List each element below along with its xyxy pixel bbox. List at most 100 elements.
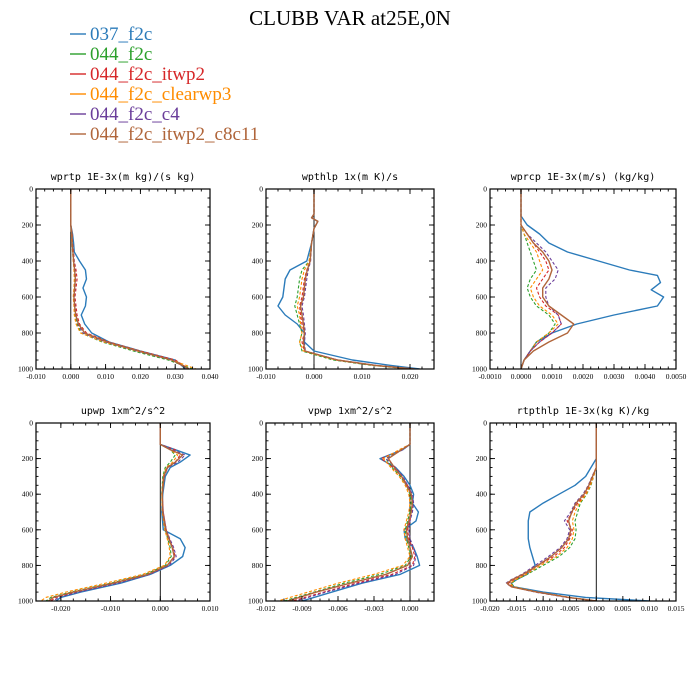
series-line	[70, 189, 187, 369]
series-group	[40, 423, 191, 601]
legend-entry: 044_f2c_clearwp3	[70, 84, 231, 105]
y-tick-label: 600	[22, 525, 34, 534]
y-tick-label: 200	[252, 454, 264, 463]
series-group	[70, 189, 197, 369]
y-tick-label: 0	[483, 419, 487, 428]
panel: vpwp 1xm^2/s^2 -0.012 -0.009 -0.006 -0.003 0.…	[248, 406, 435, 613]
y-tick-label: 200	[476, 454, 488, 463]
y-tick-label: 400	[476, 490, 488, 499]
y-tick-label: 800	[476, 561, 488, 570]
x-tick-label: 0.000	[402, 604, 419, 613]
y-tick-label: 1000	[18, 365, 33, 374]
x-tick-label: 0.020	[132, 372, 149, 381]
series-line	[277, 423, 411, 601]
y-tick-label: 0	[259, 185, 263, 194]
y-tick-label: 800	[22, 329, 34, 338]
y-tick-label: 600	[252, 293, 264, 302]
x-tick-label: 0.0050	[666, 372, 687, 381]
legend-label: 044_f2c	[90, 44, 152, 65]
x-tick-label: -0.020	[51, 604, 71, 613]
series-line	[40, 423, 179, 601]
panel-title: wprtp 1E-3x(m kg)/(s kg)	[51, 172, 196, 183]
x-tick-label: 0.010	[641, 604, 658, 613]
series-line	[70, 189, 197, 369]
legend-label: 044_f2c_itwp2_c8c11	[90, 124, 259, 145]
series-line	[301, 189, 415, 369]
series-line	[70, 189, 193, 369]
y-tick-label: 600	[476, 525, 488, 534]
legend-entry: 044_f2c	[70, 44, 152, 65]
series-line	[287, 423, 414, 601]
x-tick-label: 0.000	[588, 604, 605, 613]
series-line	[520, 189, 562, 369]
panel-title: upwp 1xm^2/s^2	[81, 406, 165, 417]
x-tick-label: -0.010	[256, 372, 276, 381]
x-tick-label: 0.000	[62, 372, 79, 381]
x-tick-label: -0.009	[292, 604, 312, 613]
x-tick-label: 0.010	[97, 372, 114, 381]
axis-frame	[35, 188, 211, 370]
panel-title: vpwp 1xm^2/s^2	[308, 406, 392, 417]
panel-title: rtpthlp 1E-3x(kg K)/kg	[517, 406, 649, 417]
x-tick-label: -0.0010	[478, 372, 501, 381]
axis-frame	[489, 188, 677, 370]
series-line	[292, 423, 416, 601]
x-tick-label: 0.000	[152, 604, 169, 613]
series-line	[45, 423, 176, 601]
y-tick-label: 800	[476, 329, 488, 338]
series-line	[520, 189, 575, 369]
panel-title: wpthlp 1x(m K)/s	[302, 172, 398, 183]
x-tick-label: 0.0000	[511, 372, 532, 381]
legend-entry: 044_f2c_c4	[70, 104, 180, 125]
x-tick-label: -0.010	[101, 604, 121, 613]
y-tick-label: 200	[476, 221, 488, 230]
y-tick-label: 600	[476, 293, 488, 302]
legend-label: 044_f2c_itwp2	[90, 64, 205, 85]
series-line	[510, 423, 650, 601]
x-tick-label: 0.015	[668, 604, 685, 613]
axis-frame	[489, 422, 677, 602]
y-tick-label: 400	[476, 257, 488, 266]
series-group	[277, 423, 421, 601]
x-tick-label: 0.010	[354, 372, 371, 381]
x-tick-label: -0.006	[328, 604, 348, 613]
x-tick-label: -0.020	[480, 604, 500, 613]
figure-title: CLUBB VAR at25E,0N	[249, 6, 451, 30]
series-line	[296, 189, 413, 369]
series-line	[509, 423, 597, 601]
legend-label: 037_f2c	[90, 24, 152, 45]
panels: wprtp 1E-3x(m kg)/(s kg) -0.010 0.000 0.010…	[18, 172, 687, 613]
y-tick-label: 1000	[18, 597, 33, 606]
y-tick-label: 0	[259, 419, 263, 428]
y-tick-label: 400	[22, 490, 34, 499]
axis-frame	[265, 188, 435, 370]
legend-entry: 037_f2c	[70, 24, 152, 45]
y-tick-label: 1000	[472, 365, 487, 374]
panel: wprcp 1E-3x(m/s) (kg/kg) -0.0010 0.0000 0.0…	[472, 172, 687, 381]
y-tick-label: 600	[252, 525, 264, 534]
legend-entry: 044_f2c_itwp2_c8c11	[70, 124, 259, 145]
y-tick-label: 200	[252, 221, 264, 230]
y-tick-label: 0	[29, 185, 33, 194]
y-tick-label: 0	[483, 185, 487, 194]
y-tick-label: 800	[252, 329, 264, 338]
series-line	[70, 189, 190, 369]
series-line	[299, 189, 414, 369]
series-line	[505, 423, 597, 601]
panel-title: wprcp 1E-3x(m/s) (kg/kg)	[511, 172, 656, 183]
panel: wprtp 1E-3x(m kg)/(s kg) -0.010 0.000 0.010…	[18, 172, 219, 381]
y-tick-label: 400	[22, 257, 34, 266]
legend: 037_f2c044_f2c044_f2c_itwp2044_f2c_clear…	[70, 24, 259, 145]
x-tick-label: 0.005	[614, 604, 631, 613]
series-line	[53, 423, 186, 601]
panel: upwp 1xm^2/s^2 -0.020 -0.010 0.000 0.010 0 200…	[18, 406, 219, 613]
y-tick-label: 800	[252, 561, 264, 570]
legend-label: 044_f2c_c4	[90, 104, 180, 125]
series-line	[70, 189, 190, 369]
y-tick-label: 200	[22, 454, 34, 463]
x-tick-label: 0.0010	[542, 372, 563, 381]
series-line	[50, 423, 181, 601]
x-tick-label: 0.010	[202, 604, 219, 613]
axis-frame	[35, 422, 211, 602]
